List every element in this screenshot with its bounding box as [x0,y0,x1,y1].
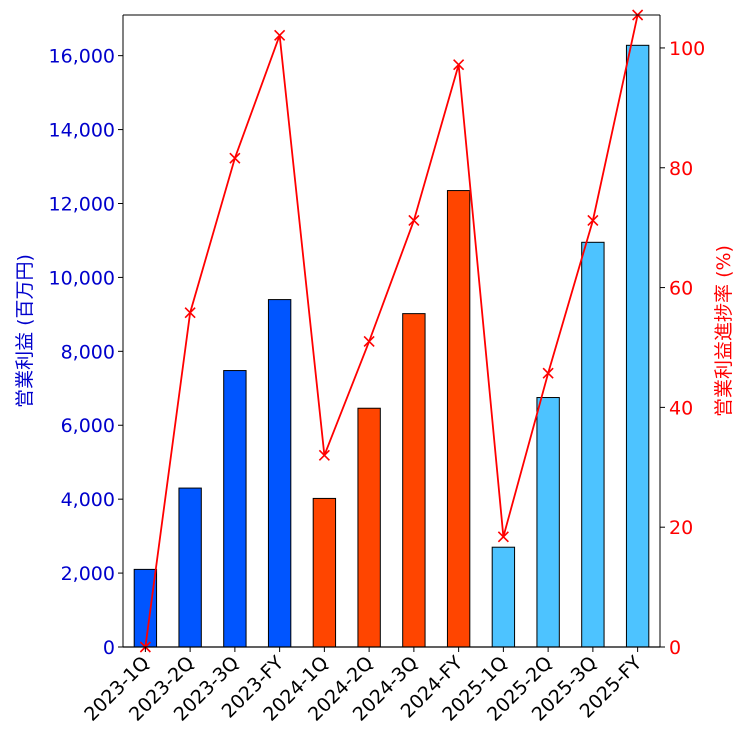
right-tick-label: 100 [669,38,705,60]
right-tick-label: 40 [669,397,693,419]
left-tick-label: 6,000 [61,415,115,437]
left-tick-label: 8,000 [61,341,115,363]
progress-marker-2024-1Q [318,449,330,461]
bar-2025-3Q [581,241,605,648]
bar-2025-FY [625,44,650,648]
left-axis-label: 営業利益 (百万円) [14,254,36,408]
progress-marker-2023-3Q [229,152,241,164]
bar-group [133,44,650,648]
progress-marker-2025-1Q [497,531,509,543]
right-tick-label: 60 [669,278,693,300]
left-tick-label: 16,000 [49,46,115,68]
progress-line-group [139,9,644,653]
progress-marker-2024-3Q [408,214,420,227]
progress-marker-2024-FY [453,59,465,71]
left-tick-label: 10,000 [49,267,115,289]
progress-marker-2025-3Q [587,214,599,227]
left-tick-label: 2,000 [61,563,115,585]
progress-marker-2024-2Q [363,335,375,348]
bar-2023-1Q [133,568,158,648]
bar-2023-2Q [178,487,202,648]
bar-2024-2Q [357,407,381,648]
right-axis-label: 営業利益進捗率 (%) [713,245,735,417]
left-tick-label: 14,000 [49,120,115,142]
bar-2025-2Q [536,397,560,648]
bar-2025-1Q [491,546,516,648]
progress-marker-2025-2Q [542,367,554,379]
right-tick-label: 0 [669,637,681,659]
left-tick-label: 4,000 [61,489,115,511]
progress-line [144,14,639,648]
progress-marker-2023-FY [274,29,286,41]
left-tick-label: 0 [103,637,115,659]
right-tick-label: 20 [669,517,693,539]
bar-2024-1Q [312,497,337,648]
bar-2024-FY [446,190,471,648]
bar-2024-3Q [402,313,426,648]
bar-2023-3Q [223,370,247,648]
bar-2023-FY [267,299,292,648]
progress-marker-2023-2Q [184,307,196,319]
right-tick-label: 80 [669,158,693,180]
left-tick-label: 12,000 [49,193,115,215]
